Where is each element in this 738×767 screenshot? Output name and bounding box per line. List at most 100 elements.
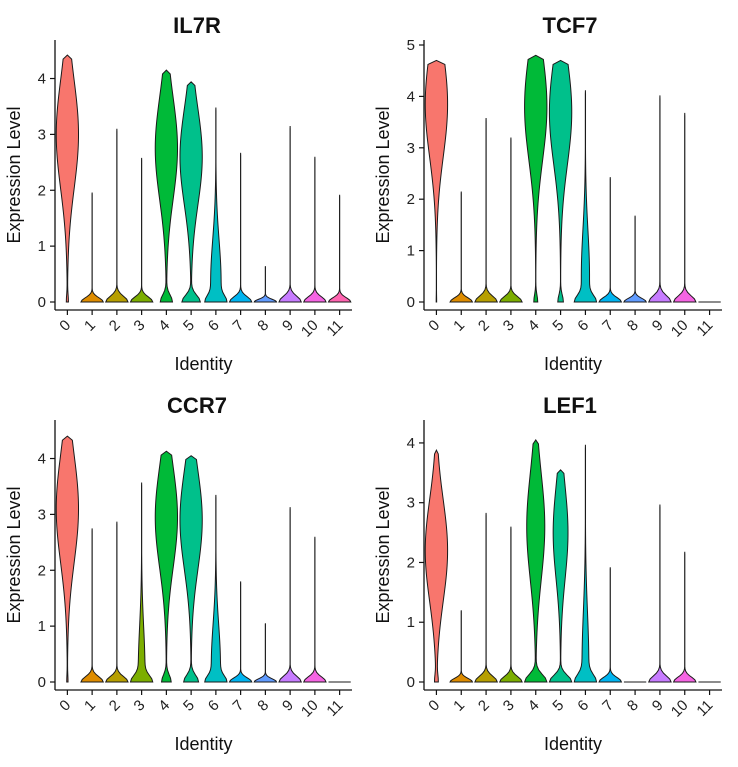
x-tick-label: 7 [230,697,248,715]
violin-2 [104,521,129,683]
x-tick-label: 7 [599,317,617,335]
violin-6 [204,107,228,303]
violin-3 [498,137,523,303]
x-tick-label: 3 [131,317,149,335]
violin-4 [154,450,179,683]
x-tick-label: 4 [155,697,173,715]
y-axis-title: Expression Level [373,106,393,243]
y-axis-title: Expression Level [4,486,24,623]
y-tick-label: 4 [407,435,415,452]
x-tick-label: 10 [298,317,322,341]
x-tick-label: 3 [131,697,149,715]
violin-6 [204,494,228,683]
y-tick-label: 4 [38,451,46,468]
y-tick-label: 5 [407,37,415,54]
x-tick-label: 9 [649,317,667,335]
violin-6 [573,444,598,683]
x-tick-label: 6 [205,697,223,715]
y-tick-label: 1 [407,614,415,631]
x-tick-label: 2 [475,697,493,715]
x-tick-label: 8 [624,317,642,335]
y-tick-label: 4 [407,88,415,105]
x-tick-label: 9 [649,697,667,715]
x-tick-label: 10 [668,317,692,341]
y-tick-label: 1 [38,238,46,255]
violin-2 [104,128,129,303]
x-tick-label: 1 [81,317,99,335]
x-tick-label: 1 [81,697,99,715]
y-tick-label: 2 [407,554,415,571]
y-axis-title: Expression Level [373,486,393,623]
x-tick-label: 8 [254,317,272,335]
violin-2 [474,117,499,303]
violin-1 [449,191,474,303]
violin-7 [228,152,253,303]
y-tick-label: 0 [407,674,415,691]
x-tick-label: 4 [155,317,173,335]
x-tick-label: 1 [450,697,468,715]
violin-3 [498,526,523,683]
x-tick-label: 3 [500,317,518,335]
violin-9 [278,125,303,303]
violin-7 [598,567,623,683]
x-tick-label: 10 [668,697,692,721]
x-tick-label: 0 [56,317,74,335]
y-tick-label: 0 [407,294,415,311]
violin-10 [672,551,697,683]
x-tick-label: 6 [574,697,592,715]
x-tick-label: 0 [425,317,443,335]
y-tick-label: 3 [407,140,415,157]
x-tick-label: 5 [549,697,567,715]
violin-8 [253,623,278,683]
x-tick-label: 5 [180,317,198,335]
violin-3 [129,157,154,303]
x-tick-label: 9 [279,697,297,715]
violin-1 [80,192,105,303]
panel-title: TCF7 [543,13,598,38]
x-tick-label: 5 [549,317,567,335]
y-tick-label: 2 [38,562,46,579]
x-tick-label: 6 [574,317,592,335]
violin-4 [154,69,179,303]
violin-8 [253,266,278,303]
violin-5 [179,81,203,303]
x-axis-title: Identity [544,354,602,374]
violin-9 [647,95,672,303]
violin-1 [80,528,105,683]
y-tick-label: 1 [407,243,415,260]
x-tick-label: 11 [693,697,716,720]
panel-title: LEF1 [543,393,597,418]
x-tick-label: 10 [298,697,322,721]
violin-10 [302,156,327,303]
x-tick-label: 9 [279,317,297,335]
x-tick-label: 11 [323,317,346,340]
y-tick-label: 3 [38,126,46,143]
violin-0 [55,435,80,683]
y-tick-label: 4 [38,71,46,88]
y-tick-label: 0 [38,294,46,311]
violin-9 [647,504,672,683]
x-tick-label: 11 [323,697,346,720]
x-tick-label: 7 [230,317,248,335]
violin-1 [449,610,474,683]
violin-11 [327,194,352,303]
y-tick-label: 3 [407,495,415,512]
y-tick-label: 2 [407,191,415,208]
violin-6 [573,90,598,303]
violin-5 [179,455,203,683]
violin-5 [548,469,573,683]
violin-8 [623,215,648,303]
x-tick-label: 11 [693,317,716,340]
violin-5 [548,59,573,303]
y-axis-title: Expression Level [4,106,24,243]
x-tick-label: 0 [425,697,443,715]
x-axis-title: Identity [174,354,232,374]
violin-3 [129,482,154,683]
x-tick-label: 2 [475,317,493,335]
panel-title: CCR7 [167,393,227,418]
x-tick-label: 0 [56,697,74,715]
y-tick-label: 1 [38,618,46,635]
violin-10 [672,112,697,303]
